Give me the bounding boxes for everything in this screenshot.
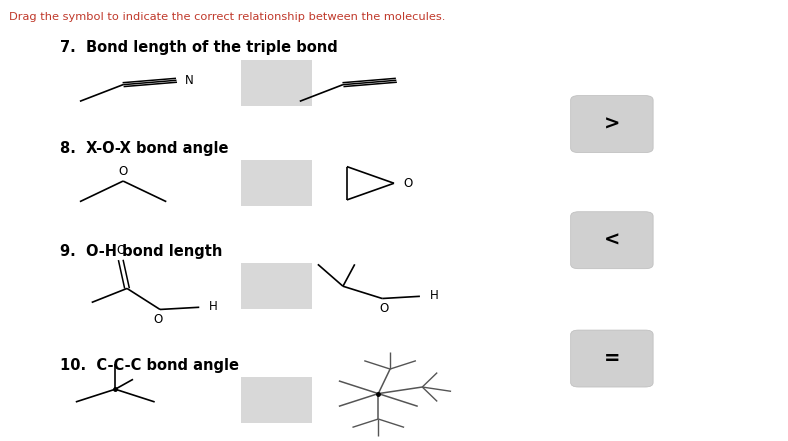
Text: >: >	[604, 115, 620, 134]
FancyBboxPatch shape	[241, 161, 311, 206]
Text: O: O	[118, 165, 128, 178]
Text: 9.  O-H bond length: 9. O-H bond length	[60, 244, 223, 259]
Text: 10.  C-C-C bond angle: 10. C-C-C bond angle	[60, 358, 240, 373]
FancyBboxPatch shape	[241, 377, 311, 423]
Text: O: O	[403, 177, 413, 190]
Text: Drag the symbol to indicate the correct relationship between the molecules.: Drag the symbol to indicate the correct …	[9, 12, 446, 22]
Text: =: =	[604, 349, 620, 368]
Text: O: O	[154, 313, 163, 325]
FancyBboxPatch shape	[571, 212, 653, 269]
Text: 8.  X-O-X bond angle: 8. X-O-X bond angle	[60, 141, 229, 156]
Text: H: H	[209, 300, 217, 313]
Text: 7.  Bond length of the triple bond: 7. Bond length of the triple bond	[60, 40, 338, 55]
FancyBboxPatch shape	[571, 330, 653, 387]
Text: O: O	[379, 302, 388, 314]
Text: N: N	[184, 74, 193, 87]
Text: O: O	[116, 244, 125, 257]
Text: <: <	[604, 231, 620, 250]
FancyBboxPatch shape	[571, 96, 653, 153]
Text: H: H	[429, 289, 438, 302]
FancyBboxPatch shape	[241, 263, 311, 310]
FancyBboxPatch shape	[241, 60, 311, 106]
